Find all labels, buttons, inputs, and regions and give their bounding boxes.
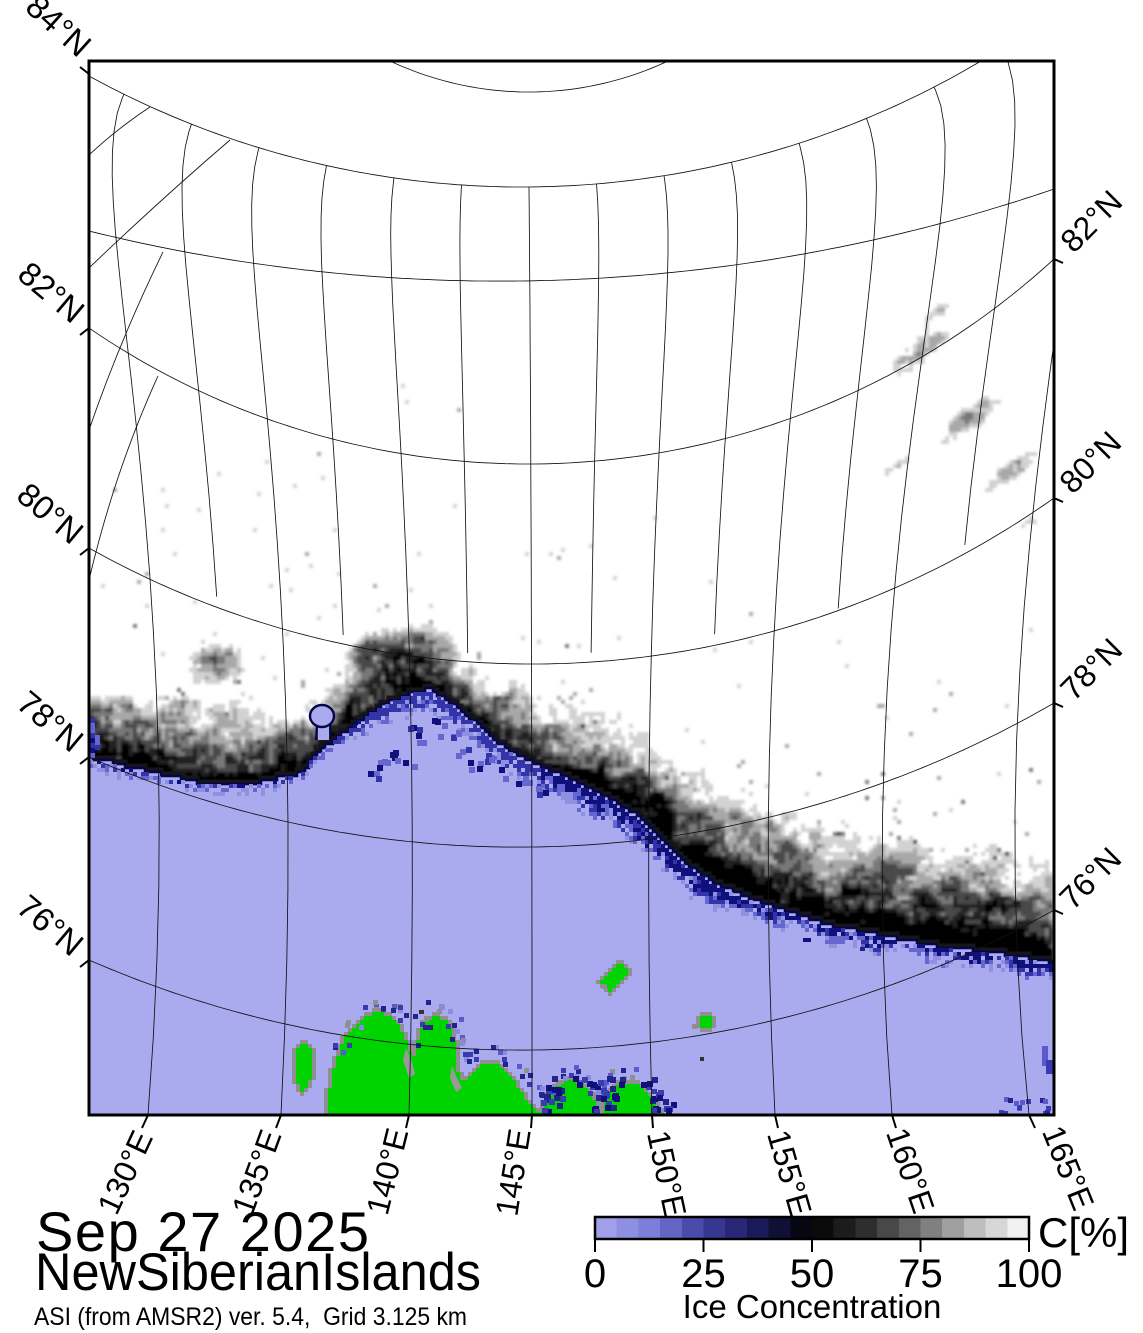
svg-text:Ice Concentration: Ice Concentration (683, 1288, 942, 1325)
svg-text:NewSiberianIslands: NewSiberianIslands (35, 1243, 481, 1302)
svg-text:100: 100 (996, 1252, 1063, 1296)
svg-text:25: 25 (681, 1252, 726, 1296)
svg-text:Sep 27 2025: Sep 27 2025 (36, 1200, 369, 1263)
svg-text:ASI (from AMSR2) ver. 5.4, Gr: ASI (from AMSR2) ver. 5.4, Grid 3.125 km (34, 1303, 467, 1331)
svg-text:C[%]: C[%] (1038, 1209, 1129, 1256)
svg-text:50: 50 (790, 1252, 835, 1296)
svg-text:0: 0 (584, 1252, 606, 1296)
svg-text:75: 75 (898, 1252, 943, 1296)
